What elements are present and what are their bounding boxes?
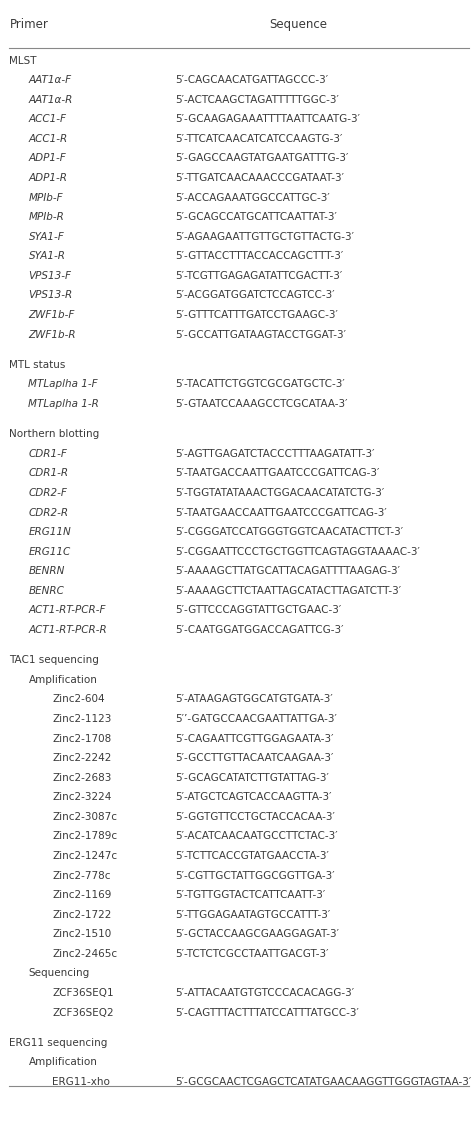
Text: MLST: MLST <box>9 55 37 65</box>
Text: 5′-AGAAGAATTGTTGCTGTTACTG-3′: 5′-AGAAGAATTGTTGCTGTTACTG-3′ <box>175 231 355 241</box>
Text: ZCF36SEQ2: ZCF36SEQ2 <box>52 1007 114 1017</box>
Text: MPIb-F: MPIb-F <box>28 193 63 203</box>
Text: MTLaplha 1-R: MTLaplha 1-R <box>28 399 100 409</box>
Text: 5′-CAGTTTACTTTATCCATTTATGCC-3′: 5′-CAGTTTACTTTATCCATTTATGCC-3′ <box>175 1007 359 1017</box>
Text: 5′-GTAATCCAAAGCCTCGCATAA-3′: 5′-GTAATCCAAAGCCTCGCATAA-3′ <box>175 399 348 409</box>
Text: ZWF1b-F: ZWF1b-F <box>28 310 75 320</box>
Text: CDR2-F: CDR2-F <box>28 488 67 499</box>
Text: Zinc2-2465c: Zinc2-2465c <box>52 949 117 959</box>
Text: Zinc2-1510: Zinc2-1510 <box>52 929 111 940</box>
Text: 5′-TGGTATATAAACTGGACAACATATCTG-3′: 5′-TGGTATATAAACTGGACAACATATCTG-3′ <box>175 488 384 499</box>
Text: ACT1-RT-PCR-R: ACT1-RT-PCR-R <box>28 625 107 635</box>
Text: 5′-CGGAATTCCCTGCTGGTTCAGTAGGTAAAAC-3′: 5′-CGGAATTCCCTGCTGGTTCAGTAGGTAAAAC-3′ <box>175 547 420 557</box>
Text: 5′-ATAAGAGTGGCATGTGATA-3′: 5′-ATAAGAGTGGCATGTGATA-3′ <box>175 695 333 705</box>
Text: VPS13-R: VPS13-R <box>28 290 73 300</box>
Text: CDR1-R: CDR1-R <box>28 468 69 478</box>
Text: 5′-CAGCAACATGATTAGCCC-3′: 5′-CAGCAACATGATTAGCCC-3′ <box>175 76 328 86</box>
Text: 5′-CGGGATCCATGGGTGGTCAACATACTTCT-3′: 5′-CGGGATCCATGGGTGGTCAACATACTTCT-3′ <box>175 527 403 537</box>
Text: ERG11N: ERG11N <box>28 527 71 537</box>
Text: Zinc2-3087c: Zinc2-3087c <box>52 812 117 822</box>
Text: 5′-CGTTGCTATTGGCGGTTGA-3′: 5′-CGTTGCTATTGGCGGTTGA-3′ <box>175 871 335 881</box>
Text: 5′-GCGCAACTCGAGCTCATATGAACAAGGTTGGGTAGTAA-3′: 5′-GCGCAACTCGAGCTCATATGAACAAGGTTGGGTAGTA… <box>175 1077 472 1087</box>
Text: 5′-GCCTTGTTACAATCAAGAA-3′: 5′-GCCTTGTTACAATCAAGAA-3′ <box>175 754 334 764</box>
Text: MTL status: MTL status <box>9 360 66 370</box>
Text: Zinc2-778c: Zinc2-778c <box>52 871 110 881</box>
Text: ADP1-F: ADP1-F <box>28 153 66 164</box>
Text: 5′-TTGGAGAATAGTGCCATTT-3′: 5′-TTGGAGAATAGTGCCATTT-3′ <box>175 909 331 919</box>
Text: 5′-AGTTGAGATCTACCCTTTAAGATATT-3′: 5′-AGTTGAGATCTACCCTTTAAGATATT-3′ <box>175 449 375 459</box>
Text: BENRN: BENRN <box>28 566 65 576</box>
Text: Zinc2-1708: Zinc2-1708 <box>52 733 111 743</box>
Text: 5′-AAAAGCTTCTAATTAGCATACTTAGATCTT-3′: 5′-AAAAGCTTCTAATTAGCATACTTAGATCTT-3′ <box>175 585 401 596</box>
Text: 5′-TAATGACCAATTGAATCCCGATTCAG-3′: 5′-TAATGACCAATTGAATCCCGATTCAG-3′ <box>175 468 380 478</box>
Text: 5′-TTCATCAACATCATCCAAGTG-3′: 5′-TTCATCAACATCATCCAAGTG-3′ <box>175 134 343 144</box>
Text: 5′-ACCAGAAATGGCCATTGC-3′: 5′-ACCAGAAATGGCCATTGC-3′ <box>175 193 330 203</box>
Text: AAT1α-F: AAT1α-F <box>28 76 72 86</box>
Text: 5′-GCCATTGATAAGTACCTGGAT-3′: 5′-GCCATTGATAAGTACCTGGAT-3′ <box>175 329 346 340</box>
Text: 5′’-GATGCCAACGAATTATTGA-3′: 5′’-GATGCCAACGAATTATTGA-3′ <box>175 714 337 724</box>
Text: ERG11-xho: ERG11-xho <box>52 1077 110 1087</box>
Text: 5′-TGTTGGTACTCATTCAATT-3′: 5′-TGTTGGTACTCATTCAATT-3′ <box>175 890 326 900</box>
Text: 5′-GTTTCATTTGATCCTGAAGC-3′: 5′-GTTTCATTTGATCCTGAAGC-3′ <box>175 310 338 320</box>
Text: 5′-TCTTCACCGTATGAACCTA-3′: 5′-TCTTCACCGTATGAACCTA-3′ <box>175 851 329 861</box>
Text: SYA1-R: SYA1-R <box>28 252 65 262</box>
Text: AAT1α-R: AAT1α-R <box>28 95 73 105</box>
Text: ZCF36SEQ1: ZCF36SEQ1 <box>52 988 114 998</box>
Text: 5′-TCGTTGAGAGATATTCGACTT-3′: 5′-TCGTTGAGAGATATTCGACTT-3′ <box>175 271 343 281</box>
Text: 5′-GGTGTTCCTGCTACCACAA-3′: 5′-GGTGTTCCTGCTACCACAA-3′ <box>175 812 335 822</box>
Text: ACC1-F: ACC1-F <box>28 114 66 124</box>
Text: 5′-GTTACCTTTACCACCAGCTTT-3′: 5′-GTTACCTTTACCACCAGCTTT-3′ <box>175 252 344 262</box>
Text: Northern blotting: Northern blotting <box>9 430 100 440</box>
Text: BENRC: BENRC <box>28 585 64 596</box>
Text: Zinc2-1169: Zinc2-1169 <box>52 890 111 900</box>
Text: 5′-AAAAGCTTATGCATTACAGATTTTAAGAG-3′: 5′-AAAAGCTTATGCATTACAGATTTTAAGAG-3′ <box>175 566 401 576</box>
Text: 5′-ACTCAAGCTAGATTTTTGGC-3′: 5′-ACTCAAGCTAGATTTTTGGC-3′ <box>175 95 339 105</box>
Text: 5′-CAATGGATGGACCAGATTCG-3′: 5′-CAATGGATGGACCAGATTCG-3′ <box>175 625 344 635</box>
Text: ADP1-R: ADP1-R <box>28 173 67 183</box>
Text: 5′-GAGCCAAGTATGAATGATTTG-3′: 5′-GAGCCAAGTATGAATGATTTG-3′ <box>175 153 349 164</box>
Text: ACT1-RT-PCR-F: ACT1-RT-PCR-F <box>28 606 106 616</box>
Text: CDR2-R: CDR2-R <box>28 508 69 518</box>
Text: 5′-TTGATCAACAAACCCGATAAT-3′: 5′-TTGATCAACAAACCCGATAAT-3′ <box>175 173 345 183</box>
Text: 5′-GCAGCCATGCATTCAATTAT-3′: 5′-GCAGCCATGCATTCAATTAT-3′ <box>175 212 337 222</box>
Text: 5′-ACGGATGGATCTCCAGTCC-3′: 5′-ACGGATGGATCTCCAGTCC-3′ <box>175 290 335 300</box>
Text: 5′-CAGAATTCGTTGGAGAATA-3′: 5′-CAGAATTCGTTGGAGAATA-3′ <box>175 733 334 743</box>
Text: Zinc2-1247c: Zinc2-1247c <box>52 851 117 861</box>
Text: 5′-TACATTCTGGTCGCGATGCTC-3′: 5′-TACATTCTGGTCGCGATGCTC-3′ <box>175 379 345 389</box>
Text: TAC1 sequencing: TAC1 sequencing <box>9 655 100 666</box>
Text: Primer: Primer <box>9 18 48 32</box>
Text: SYA1-F: SYA1-F <box>28 231 64 241</box>
Text: MTLaplha 1-F: MTLaplha 1-F <box>28 379 98 389</box>
Text: 5′-ATTACAATGTGTCCCACACAGG-3′: 5′-ATTACAATGTGTCCCACACAGG-3′ <box>175 988 355 998</box>
Text: Zinc2-1789c: Zinc2-1789c <box>52 831 117 841</box>
Text: Zinc2-2683: Zinc2-2683 <box>52 773 111 783</box>
Text: 5′-GTTCCCAGGTATTGCTGAAC-3′: 5′-GTTCCCAGGTATTGCTGAAC-3′ <box>175 606 342 616</box>
Text: CDR1-F: CDR1-F <box>28 449 67 459</box>
Text: Zinc2-2242: Zinc2-2242 <box>52 754 111 764</box>
Text: Zinc2-604: Zinc2-604 <box>52 695 105 705</box>
Text: ACC1-R: ACC1-R <box>28 134 68 144</box>
Text: ZWF1b-R: ZWF1b-R <box>28 329 76 340</box>
Text: 5′-ATGCTCAGTCACCAAGTTA-3′: 5′-ATGCTCAGTCACCAAGTTA-3′ <box>175 792 332 802</box>
Text: Sequencing: Sequencing <box>28 969 90 978</box>
Text: 5′-GCTACCAAGCGAAGGAGAT-3′: 5′-GCTACCAAGCGAAGGAGAT-3′ <box>175 929 339 940</box>
Text: 5′-ACATCAACAATGCCTTCTAC-3′: 5′-ACATCAACAATGCCTTCTAC-3′ <box>175 831 338 841</box>
Text: Zinc2-1722: Zinc2-1722 <box>52 909 111 919</box>
Text: Sequence: Sequence <box>270 18 328 32</box>
Text: 5′-TAATGAACCAATTGAATCCCGATTCAG-3′: 5′-TAATGAACCAATTGAATCCCGATTCAG-3′ <box>175 508 387 518</box>
Text: 5′-GCAGCATATCTTGTATTAG-3′: 5′-GCAGCATATCTTGTATTAG-3′ <box>175 773 329 783</box>
Text: ERG11C: ERG11C <box>28 547 71 557</box>
Text: 5′-TCTCTCGCCTAATTGACGT-3′: 5′-TCTCTCGCCTAATTGACGT-3′ <box>175 949 329 959</box>
Text: Zinc2-3224: Zinc2-3224 <box>52 792 111 802</box>
Text: MPIb-R: MPIb-R <box>28 212 64 222</box>
Text: Amplification: Amplification <box>28 675 97 685</box>
Text: Zinc2-1123: Zinc2-1123 <box>52 714 111 724</box>
Text: Amplification: Amplification <box>28 1057 97 1067</box>
Text: VPS13-F: VPS13-F <box>28 271 72 281</box>
Text: ERG11 sequencing: ERG11 sequencing <box>9 1038 108 1048</box>
Text: 5′-GCAAGAGAAATTTTAATTCAATG-3′: 5′-GCAAGAGAAATTTTAATTCAATG-3′ <box>175 114 360 124</box>
